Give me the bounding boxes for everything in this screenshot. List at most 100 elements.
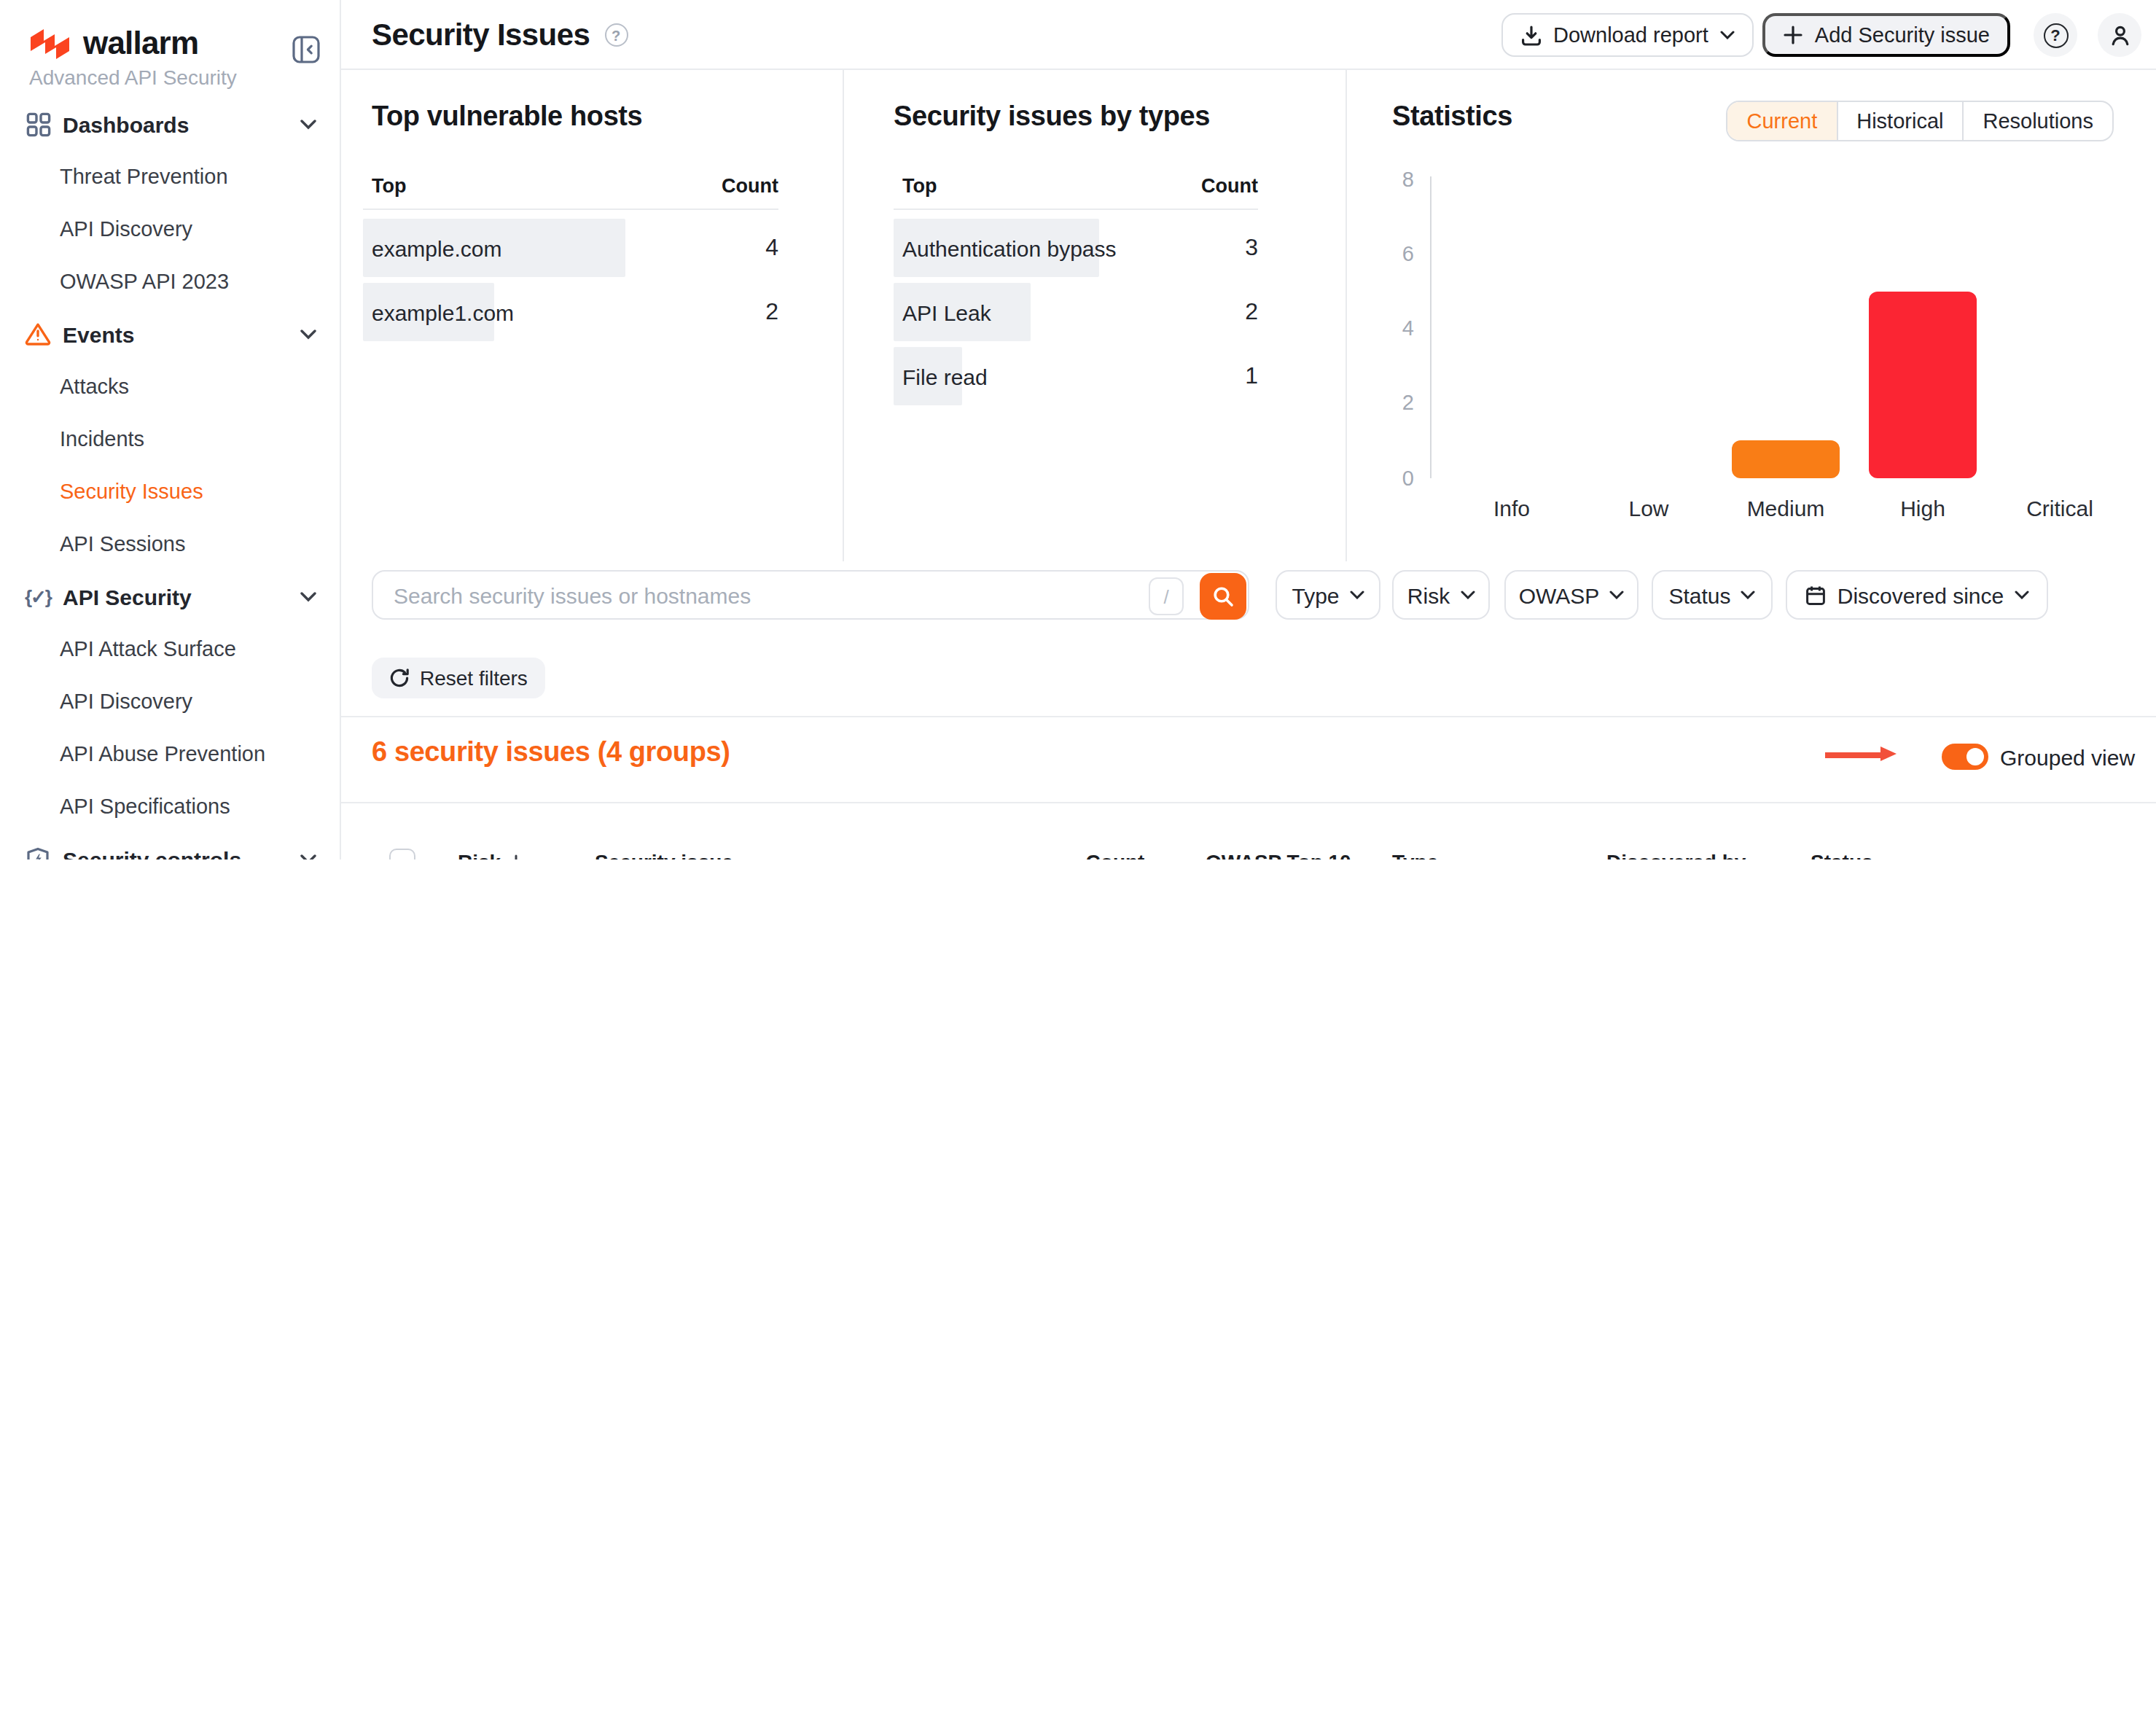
x-label: Critical [1991,496,2128,521]
user-button[interactable] [2098,13,2141,57]
collapse-sidebar-icon[interactable] [292,35,321,64]
filter-type[interactable]: Type [1276,570,1380,620]
sort-desc-icon [508,854,523,860]
sidebar-item-api-sessions[interactable]: API Sessions [0,518,340,570]
search-box: / [372,570,1249,620]
table-row[interactable]: Authentication bypass 3 [894,216,1258,280]
table-row[interactable]: example.com 4 [363,216,778,280]
divider [341,802,2156,803]
y-tick: 4 [1359,315,1414,341]
chart-y-axis [1430,176,1432,478]
tab-historical[interactable]: Historical [1836,102,1962,140]
sidebar-item-api-discovery-2[interactable]: API Discovery [0,675,340,728]
y-tick: 0 [1359,465,1414,491]
sidebar-item-attacks[interactable]: Attacks [0,360,340,413]
wallarm-logo-icon [29,27,71,61]
chevron-down-icon [1609,590,1624,599]
issues-types-table: Top Count Authentication bypass 3 API Le… [894,162,1258,408]
tab-current[interactable]: Current [1728,102,1837,140]
chevron-down-icon [300,119,316,129]
y-tick: 8 [1359,166,1414,192]
brand: wallarm [29,25,198,63]
table-row[interactable]: File read 1 [894,344,1258,408]
column-header-owasp: OWASP Top 10 [1206,849,1351,860]
search-icon [1211,585,1235,608]
sidebar-section-events[interactable]: Events [0,308,340,360]
select-all-checkbox[interactable] [389,848,415,860]
filters-row: / Type Risk OWASP Status Discovered sinc… [341,570,2156,620]
sidebar-section-api-security[interactable]: {✓} API Security [0,570,340,623]
reset-filters-button[interactable]: Reset filters [372,658,545,698]
filter-discovered-since[interactable]: Discovered since [1786,570,2048,620]
sidebar-section-label: Dashboards [63,112,189,136]
brand-name: wallarm [83,25,198,63]
search-input[interactable] [373,572,1248,618]
sidebar-item-api-attack-surface[interactable]: API Attack Surface [0,623,340,675]
sidebar-item-api-abuse-prevention[interactable]: API Abuse Prevention [0,728,340,780]
statistics-panel: Statistics Current Historical Resolution… [1347,70,2156,561]
download-icon [1520,24,1542,46]
tab-resolutions[interactable]: Resolutions [1962,102,2112,140]
column-header-risk[interactable]: Risk [458,849,523,860]
top-hosts-table: Top Count example.com 4 example1.com 2 [363,162,778,344]
chevron-down-icon [1350,590,1364,599]
table-header: Risk Security issue Count OWASP Top 10 T… [341,831,2156,860]
plus-icon [1783,25,1803,45]
column-header-discovered: Discovered by [1606,849,1746,860]
sidebar-item-threat-prevention[interactable]: Threat Prevention [0,150,340,203]
sidebar-item-owasp-api-2023[interactable]: OWASP API 2023 [0,255,340,308]
help-icon[interactable]: ? [604,23,628,47]
grouped-view-label: Grouped view [2000,745,2135,770]
security-issues-page: wallarm Advanced API Security Dashboards… [0,0,2156,860]
page-header: Security Issues ? Download report Add Se… [341,0,2156,70]
sidebar-item-api-discovery[interactable]: API Discovery [0,203,340,255]
add-security-issue-button[interactable]: Add Security issue [1762,13,2010,57]
table-row[interactable]: example1.com 2 [363,280,778,344]
x-label: Info [1443,496,1580,521]
x-label: High [1854,496,1991,521]
chevron-down-icon [300,591,316,601]
brand-subtitle: Advanced API Security [29,66,237,89]
sidebar-section-security-controls[interactable]: Security controls [0,833,340,860]
user-icon [2107,23,2132,47]
chevron-down-icon [2014,590,2028,599]
results-summary: 6 security issues (4 groups) [372,736,730,768]
grid-icon [23,112,52,136]
warning-icon [23,322,52,346]
sidebar-section-dashboards[interactable]: Dashboards [0,98,340,150]
column-header-count: Count [722,174,778,196]
top-vulnerable-hosts-panel: Top vulnerable hosts Top Count example.c… [341,70,844,561]
column-header-issue: Security issue [595,849,733,860]
security-issues-table: Risk Security issue Count OWASP Top 10 T… [341,831,2156,860]
panel-title: Security issues by types [894,101,1345,133]
help-button[interactable]: ? [2034,13,2077,57]
sidebar-section-label: Events [63,321,134,346]
chart-bar [1732,440,1840,478]
column-header-count: Count [1201,174,1258,196]
filter-owasp[interactable]: OWASP [1504,570,1639,620]
reset-icon [389,668,410,688]
sidebar-item-api-specifications[interactable]: API Specifications [0,780,340,833]
chevron-down-icon [300,329,316,339]
column-header-top: Top [902,174,937,196]
chevron-down-icon [300,854,316,860]
main-content: Security Issues ? Download report Add Se… [341,0,2156,860]
sidebar-item-security-issues[interactable]: Security Issues [0,465,340,518]
divider [341,716,2156,717]
search-button[interactable] [1200,573,1246,620]
chart-bar [1869,292,1977,478]
toggle-knob [1966,748,1984,765]
filter-risk[interactable]: Risk [1392,570,1490,620]
braces-icon: {✓} [23,585,52,607]
sidebar-nav: Dashboards Threat Prevention API Discove… [0,98,340,860]
sidebar-item-incidents[interactable]: Incidents [0,413,340,465]
filter-status[interactable]: Status [1652,570,1773,620]
slash-shortcut-badge: / [1149,577,1184,615]
overview-panels: Top vulnerable hosts Top Count example.c… [341,70,2156,561]
download-report-button[interactable]: Download report [1501,13,1754,57]
table-row[interactable]: API Leak 2 [894,280,1258,344]
grouped-view-toggle[interactable] [1942,744,1988,770]
column-header-status: Status [1811,849,1873,860]
statistics-tabs: Current Historical Resolutions [1727,101,2114,141]
y-tick: 6 [1359,241,1414,267]
